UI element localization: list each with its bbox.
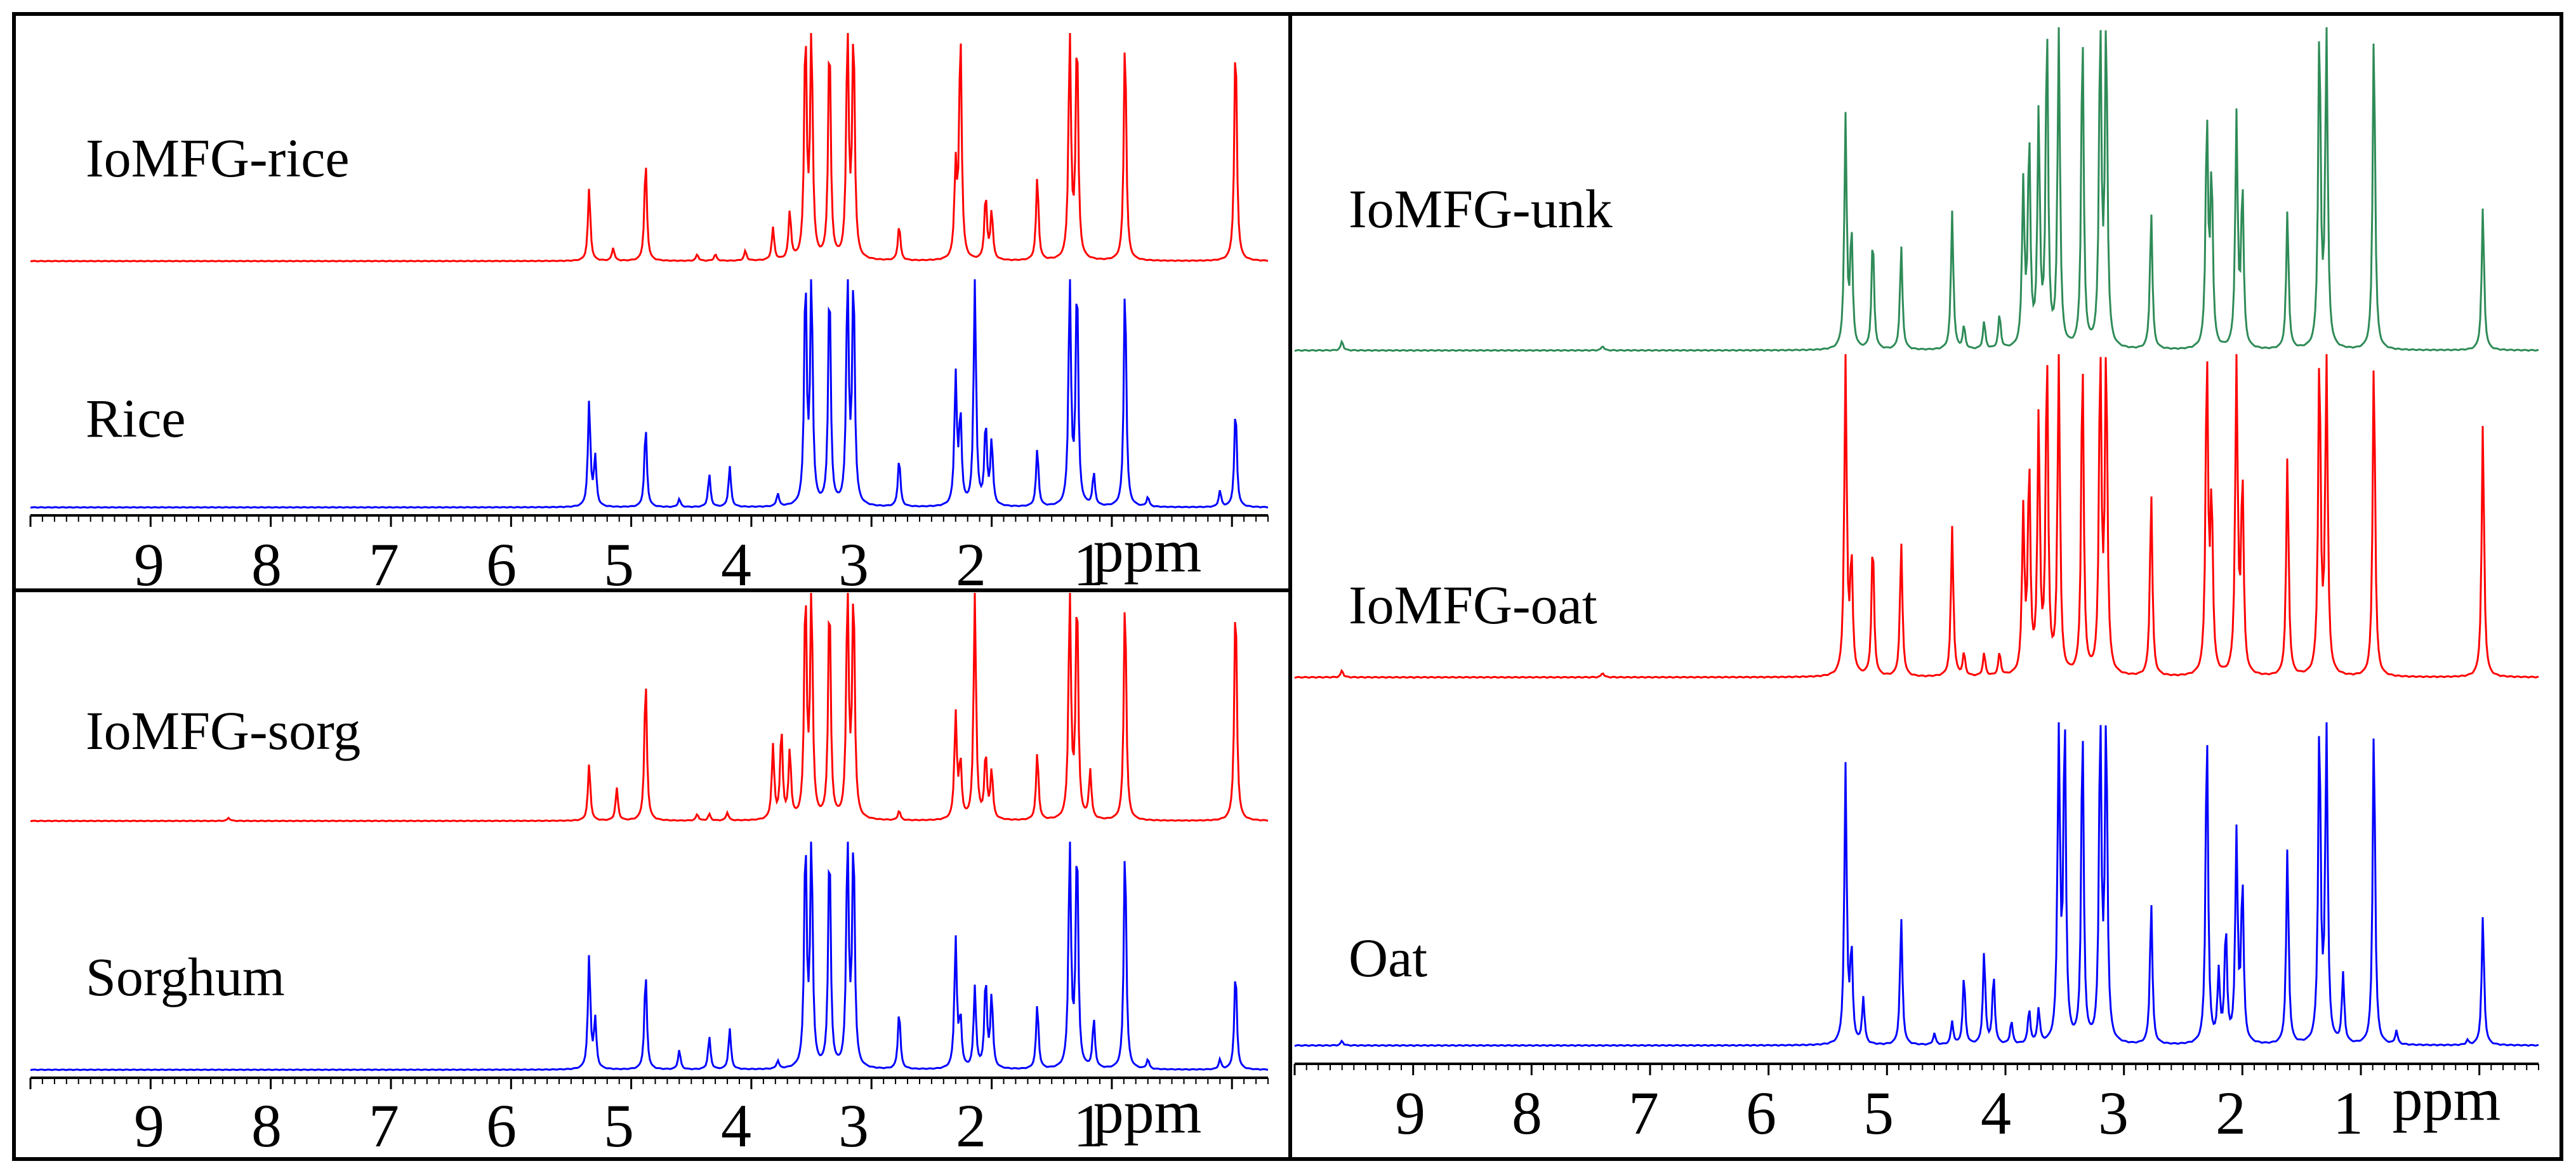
panel-sorghum-x-axis: 9 8 7 6 5 4 3 2 1 ppm	[29, 1077, 1269, 1160]
panel-sorghum: 9 8 7 6 5 4 3 2 1 ppm IoMFG-sorg Sorghum	[29, 592, 1269, 1160]
tick-label: 4	[1981, 1079, 2011, 1147]
tick-label: 9	[1395, 1079, 1425, 1147]
spectrum-trace-sorghum	[30, 841, 1269, 1071]
panel-rice: 9 8 7 6 5 4 3 2 1 ppm IoMFG-rice Rice	[29, 32, 1269, 599]
tick-label: 9	[134, 1092, 164, 1160]
x-axis-unit-label: ppm	[1093, 517, 1202, 585]
spectrum-label-sorghum: Sorghum	[86, 946, 285, 1007]
tick-label: 6	[486, 531, 517, 599]
spectrum-label-iomfg-rice: IoMFG-rice	[86, 128, 350, 189]
tick-label: 2	[956, 1092, 986, 1160]
tick-label: 2	[2216, 1079, 2246, 1147]
tick-label: 5	[604, 1092, 634, 1160]
x-axis-unit-label: ppm	[2393, 1065, 2501, 1133]
tick-label: 3	[838, 1092, 869, 1160]
x-axis-tick-labels: 9 8 7 6 5 4 3 2 1	[134, 531, 1104, 599]
tick-label: 4	[721, 531, 751, 599]
tick-label: 6	[486, 1092, 517, 1160]
panel-rice-x-axis: 9 8 7 6 5 4 3 2 1 ppm	[29, 514, 1269, 599]
tick-label: 8	[251, 531, 282, 599]
tick-label: 7	[369, 1092, 399, 1160]
tick-label: 3	[2098, 1079, 2129, 1147]
spectrum-trace-rice	[30, 279, 1269, 509]
tick-label: 3	[838, 531, 869, 599]
tick-label: 9	[134, 531, 164, 599]
x-axis-tick-labels: 9 8 7 6 5 4 3 2 1	[1395, 1079, 2363, 1147]
spectrum-label-oat: Oat	[1349, 927, 1427, 988]
spectrum-label-iomfg-sorg: IoMFG-sorg	[86, 700, 360, 761]
x-axis-unit-label: ppm	[1093, 1078, 1202, 1146]
spectrum-label-iomfg-oat: IoMFG-oat	[1349, 574, 1597, 635]
x-axis-ticks	[1293, 1064, 2539, 1075]
panel-oat: 9 8 7 6 5 4 3 2 1 ppm IoMFG-unk IoMFG-oa…	[1293, 27, 2539, 1147]
spectrum-label-iomfg-unk: IoMFG-unk	[1349, 178, 1613, 239]
tick-label: 6	[1746, 1079, 1776, 1147]
spectrum-trace-oat	[1294, 722, 2539, 1047]
panel-rice-spectra	[30, 32, 1269, 509]
tick-label: 1	[1073, 1092, 1104, 1160]
x-axis-ticks	[29, 1078, 1269, 1089]
spectrum-label-rice: Rice	[86, 388, 186, 449]
tick-label: 7	[1628, 1079, 1659, 1147]
panel-oat-x-axis: 9 8 7 6 5 4 3 2 1 ppm	[1293, 1063, 2539, 1147]
spectrum-trace-iomfg-sorg	[30, 592, 1269, 823]
spectrum-trace-iomfg-rice	[30, 32, 1269, 263]
panel-oat-spectra	[1294, 27, 2539, 1047]
tick-label: 7	[369, 531, 399, 599]
tick-label: 8	[1512, 1079, 1542, 1147]
tick-label: 8	[251, 1092, 282, 1160]
tick-label: 2	[956, 531, 986, 599]
tick-label: 1	[1073, 531, 1104, 599]
spectrum-trace-iomfg-oat	[1294, 354, 2539, 679]
panel-sorghum-spectra	[30, 592, 1269, 1071]
tick-label: 5	[604, 531, 634, 599]
spectrum-trace-iomfg-unk	[1294, 27, 2539, 352]
tick-label: 5	[1863, 1079, 1894, 1147]
tick-label: 4	[721, 1092, 751, 1160]
tick-label: 1	[2333, 1079, 2363, 1147]
outer-frame	[12, 12, 2563, 1161]
x-axis-ticks	[29, 515, 1269, 527]
x-axis-tick-labels: 9 8 7 6 5 4 3 2 1	[134, 1092, 1104, 1160]
